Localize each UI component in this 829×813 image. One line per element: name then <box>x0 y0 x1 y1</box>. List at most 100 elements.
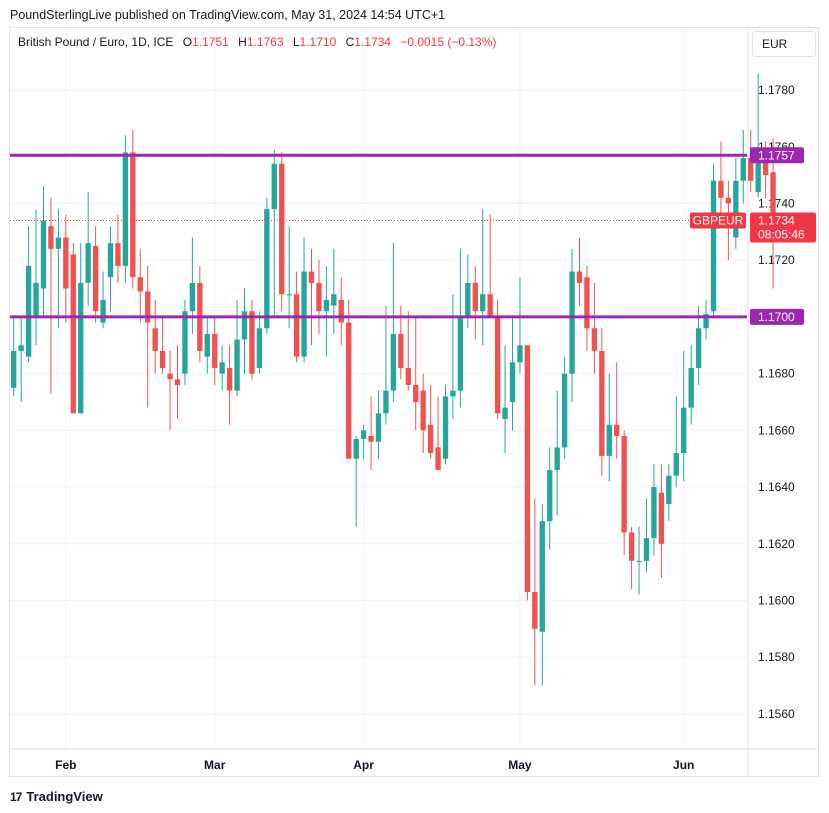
candle <box>584 265 590 351</box>
level-badge <box>750 308 804 325</box>
candle-body <box>651 487 657 539</box>
candle-body <box>695 328 702 368</box>
open-label: O <box>182 35 193 49</box>
candle <box>636 526 642 595</box>
candle-body <box>420 390 426 431</box>
candle <box>115 214 121 283</box>
candle-body <box>137 277 143 292</box>
candle <box>383 305 389 425</box>
candle <box>189 237 196 334</box>
candle-body <box>152 328 158 351</box>
chart-frame[interactable] <box>9 27 819 777</box>
last-price-badge <box>750 212 816 243</box>
candle-body <box>398 333 404 368</box>
tradingview-footer[interactable]: 17 TradingView <box>10 789 103 804</box>
candle-body <box>405 367 411 385</box>
currency-button[interactable]: EUR <box>752 31 816 57</box>
countdown-label: 08:05:46 <box>758 227 805 241</box>
x-tick-label: Apr <box>353 758 374 772</box>
candle-body <box>360 430 367 439</box>
candle-body <box>219 362 225 374</box>
y-tick-label: 1.1560 <box>758 707 795 721</box>
candle <box>614 362 620 459</box>
candle <box>137 248 143 323</box>
candle-body <box>457 316 464 391</box>
tradingview-logo-icon: 17 <box>10 789 22 804</box>
candle-body <box>703 314 709 329</box>
candle <box>673 396 679 488</box>
y-tick-label: 1.1620 <box>758 537 795 551</box>
candle <box>442 384 449 465</box>
candle <box>145 265 151 408</box>
publisher-caption: PoundSterlingLive published on TradingVi… <box>10 8 446 22</box>
candle <box>279 152 285 312</box>
horizontal-levels: 1.1757 1.1700 <box>10 147 804 325</box>
candle <box>681 350 687 482</box>
candle-body <box>212 333 218 368</box>
candle <box>226 345 233 425</box>
candle <box>606 373 612 482</box>
candle-body <box>279 163 285 295</box>
candle-body <box>264 209 270 329</box>
candle-body <box>174 379 181 385</box>
candle <box>107 226 114 312</box>
candle <box>413 316 419 431</box>
candle-body <box>480 294 486 312</box>
candle-body <box>100 299 106 323</box>
candle <box>703 299 709 340</box>
candle-body <box>725 197 732 204</box>
candle-body <box>688 367 694 408</box>
candle <box>234 299 240 397</box>
candle <box>55 209 62 329</box>
candle-body <box>472 282 478 312</box>
candle <box>688 345 694 425</box>
candle-body <box>256 328 263 368</box>
candle-body <box>122 152 129 266</box>
candle <box>159 316 166 374</box>
candle <box>569 248 575 402</box>
candle-body <box>762 158 769 176</box>
candle <box>338 277 344 346</box>
y-tick-label: 1.1780 <box>758 83 795 97</box>
candle <box>666 464 672 522</box>
candle-body <box>346 322 352 459</box>
low-value: 1.1710 <box>299 35 337 49</box>
candle <box>286 226 292 329</box>
level-label: 1.1757 <box>758 148 795 162</box>
candle-body <box>271 163 277 210</box>
candle <box>740 129 746 204</box>
candle-body <box>40 220 47 289</box>
brand-name: TradingView <box>26 789 103 804</box>
candle-body <box>509 362 516 402</box>
candle <box>405 311 411 391</box>
candle-body <box>614 424 620 437</box>
candle <box>48 197 54 394</box>
candle-body <box>189 282 196 312</box>
price-axis: 1.1560 1.1580 1.1600 1.1620 1.1640 1.1660 1.16… <box>758 83 795 721</box>
candle <box>323 265 330 357</box>
candle <box>271 149 277 317</box>
candle-body <box>576 271 583 283</box>
x-tick-label: Jun <box>673 758 694 772</box>
candle-body <box>338 299 344 323</box>
candle-body <box>308 271 315 283</box>
candle <box>346 299 352 459</box>
candle-body <box>710 180 717 312</box>
candle <box>256 311 263 374</box>
candle <box>628 526 635 590</box>
candle-body <box>85 243 91 283</box>
candle-body <box>226 367 233 391</box>
candle <box>368 396 374 471</box>
candle <box>547 447 553 550</box>
candle-body <box>666 475 672 505</box>
candle <box>18 316 24 402</box>
close-label: C <box>345 35 355 49</box>
candle-body <box>204 333 210 357</box>
candle-body <box>323 299 330 312</box>
candle-body <box>413 384 419 402</box>
candle-body <box>718 180 724 198</box>
candle <box>308 248 315 346</box>
candle <box>733 158 739 249</box>
symbol-badge <box>690 212 746 229</box>
